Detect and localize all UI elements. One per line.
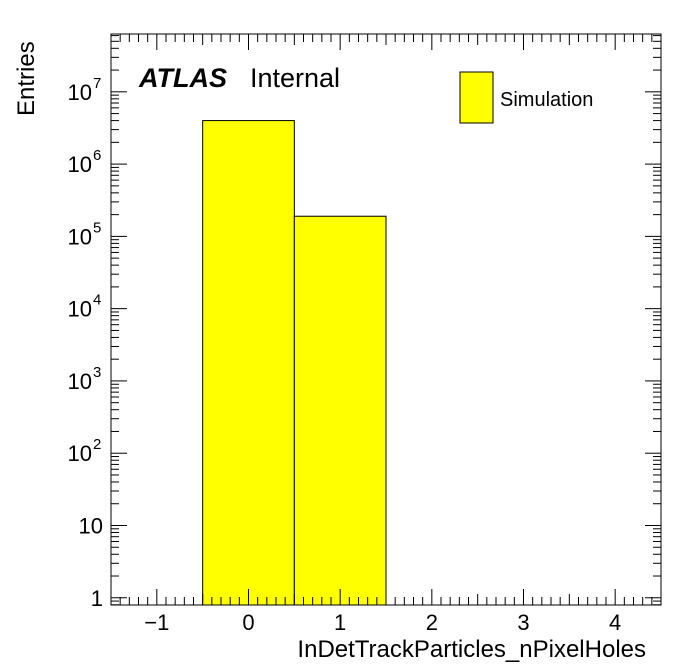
x-tick-label: 3 [517, 610, 529, 635]
x-tick-labels: −1 0 1 2 3 4 [144, 610, 621, 635]
histogram-bar-1 [293, 215, 387, 606]
y-tick-exponent: 7 [93, 75, 101, 92]
y-tick-label: 1 [91, 586, 103, 611]
x-tick-label: 1 [334, 610, 346, 635]
histogram-bars [202, 120, 387, 606]
legend-label: Simulation [500, 89, 593, 111]
y-tick-label: 10 [68, 80, 92, 105]
y-tick-label: 10 [79, 513, 103, 538]
histogram-bar-0 [202, 120, 295, 606]
x-tick-label: −1 [144, 610, 169, 635]
y-tick-exponent: 5 [93, 219, 101, 236]
y-tick-exponent: 2 [93, 436, 101, 453]
y-tick-label: 10 [68, 441, 92, 466]
internal-label: Internal [250, 63, 340, 93]
x-tick-label: 4 [609, 610, 621, 635]
x-tick-label: 0 [242, 610, 254, 635]
y-tick-exponent: 4 [93, 292, 101, 309]
y-tick-label: 10 [68, 297, 92, 322]
x-tick-label: 2 [426, 610, 438, 635]
x-axis-title: InDetTrackParticles_nPixelHoles [297, 636, 646, 663]
y-tick-label: 10 [68, 152, 92, 177]
legend-swatch [459, 71, 494, 124]
y-tick-label: 10 [68, 369, 92, 394]
y-axis-title: Entries [13, 41, 40, 116]
y-tick-exponent: 6 [93, 147, 101, 164]
atlas-label: ATLAS [138, 63, 227, 93]
y-tick-label: 10 [68, 224, 92, 249]
y-tick-exponent: 3 [93, 364, 101, 381]
plot-frame [110, 33, 662, 606]
